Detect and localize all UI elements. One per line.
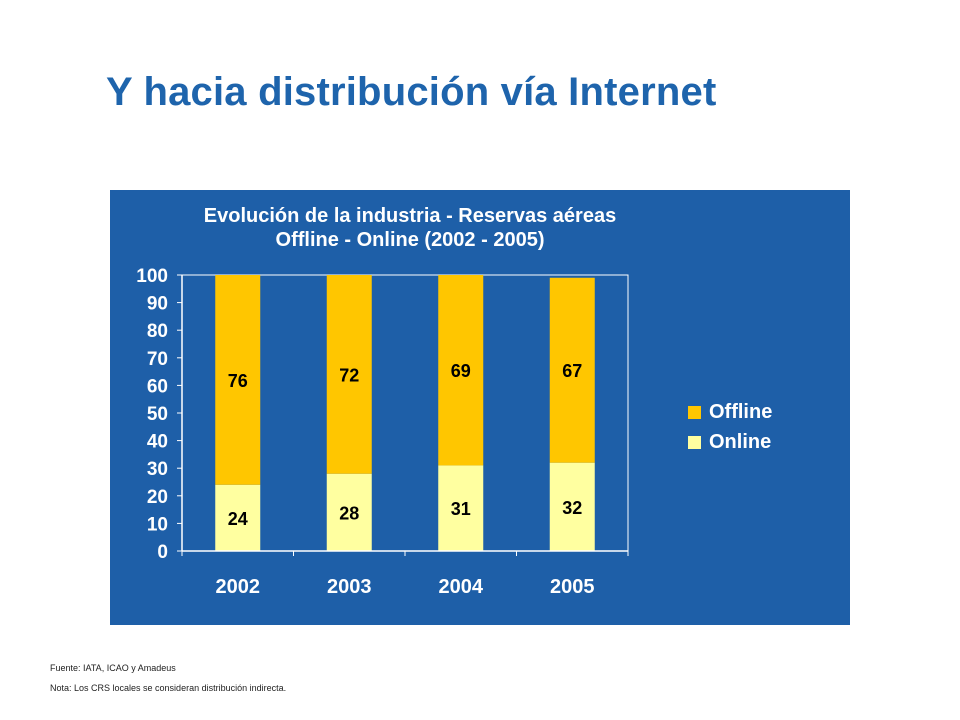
data-label-online-2003: 28	[339, 503, 359, 523]
note-footnote: Nota: Los CRS locales se consideran dist…	[50, 683, 287, 693]
y-tick-label-30: 30	[147, 459, 168, 480]
data-label-online-2005: 32	[562, 498, 582, 518]
legend-label-online: Online	[709, 430, 772, 453]
bar-online-2002	[215, 484, 261, 551]
bar-offline-2003	[326, 275, 372, 474]
bar-offline-2004	[438, 275, 484, 466]
data-label-offline-2004: 69	[451, 361, 471, 381]
data-label-online-2004: 31	[451, 499, 471, 519]
chart-title-line-2: Offline - Online (2002 - 2005)	[275, 229, 545, 251]
legend-swatch-online	[688, 435, 701, 449]
chart-legend: Offline Online	[688, 397, 772, 457]
stacked-bar-chart: 24 76 2002 28 72 2003 31 69 2004 32 67 2005 0 10 20 30 4…	[136, 266, 629, 598]
data-label-offline-2002: 76	[228, 371, 248, 391]
y-tick-label-10: 10	[147, 514, 168, 535]
source-footnote: Fuente: IATA, ICAO y Amadeus	[50, 663, 176, 673]
bar-online-2004	[438, 465, 484, 551]
x-tick-label-2003: 2003	[327, 576, 372, 598]
data-label-online-2002: 24	[228, 509, 248, 529]
legend-item-online: Online	[688, 427, 772, 457]
data-label-offline-2005: 67	[562, 361, 582, 381]
y-tick-label-80: 80	[147, 321, 168, 342]
x-tick-label-2005: 2005	[550, 576, 595, 598]
x-tick-label-2004: 2004	[439, 576, 484, 598]
y-tick-label-70: 70	[147, 349, 168, 370]
chart-panel: Evolución de la industria - Reservas aér…	[110, 190, 850, 625]
legend-label-offline: Offline	[709, 400, 773, 423]
bar-online-2003	[326, 473, 372, 551]
y-tick-label-90: 90	[147, 294, 168, 315]
legend-swatch-offline	[688, 405, 701, 419]
y-tick-label-20: 20	[147, 487, 168, 508]
x-tick-label-2002: 2002	[216, 576, 261, 598]
y-tick-label-50: 50	[147, 404, 168, 425]
chart-title-line-1: Evolución de la industria - Reservas aér…	[203, 205, 617, 227]
slide-title: Y hacia distribución vía Internet	[106, 70, 717, 114]
y-tick-label-0: 0	[157, 542, 168, 563]
chart-title: Evolución de la industria - Reservas aér…	[110, 204, 710, 252]
y-tick-label-100: 100	[136, 266, 168, 287]
bar-online-2005	[549, 462, 595, 551]
legend-item-offline: Offline	[688, 397, 772, 427]
y-tick-label-40: 40	[147, 432, 168, 453]
data-label-offline-2003: 72	[339, 365, 359, 385]
bar-offline-2005	[549, 277, 595, 463]
y-tick-label-60: 60	[147, 376, 168, 397]
bar-offline-2002	[215, 275, 261, 485]
